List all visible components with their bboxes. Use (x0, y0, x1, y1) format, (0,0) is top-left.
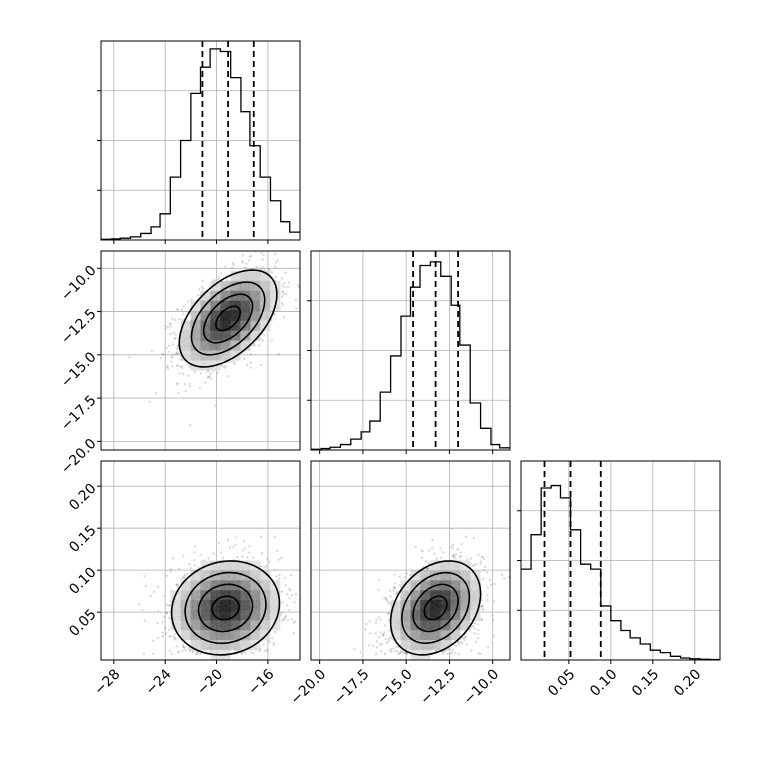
xtick-label-1-2: −15.0 (374, 666, 416, 708)
scatter-panel-0-1 (100, 250, 301, 451)
ytick-label-1-1: −17.5 (58, 392, 100, 434)
ytick-label-1-4: −10.0 (58, 263, 100, 305)
xtick-label-0-2: −20 (194, 666, 226, 698)
contour-0-1-1 (202, 293, 254, 344)
contour-0-2-2 (184, 571, 267, 645)
hist-step-2 (521, 484, 720, 661)
pair-1-2-frame (310, 460, 511, 661)
ytick-label-2-1: 0.10 (66, 564, 99, 597)
contour-1-2-3 (389, 560, 482, 656)
contour-0-1-0 (215, 305, 242, 332)
contour-0-1-3 (178, 269, 278, 368)
pair-0-2-frame (100, 460, 301, 661)
xtick-label-0-1: −24 (143, 666, 175, 698)
hist-step-0 (101, 48, 300, 240)
ytick-label-1-0: −20.0 (58, 436, 100, 478)
xtick-label-1-0: −20.0 (288, 666, 330, 708)
xtick-label-2-3: 0.20 (671, 666, 704, 699)
ytick-label-1-2: −15.0 (58, 349, 100, 391)
contour-0-2-3 (170, 560, 281, 656)
xtick-label-2-2: 0.15 (629, 666, 662, 699)
hist-panel-0 (97, 40, 301, 241)
scatter-panel-0-2 (100, 460, 301, 661)
ytick-label-2-3: 0.20 (66, 481, 99, 514)
xtick-label-1-4: −10.0 (461, 666, 503, 708)
hist-2-frame (520, 460, 721, 661)
xtick-label-0-3: −16 (245, 666, 277, 698)
contour-1-2-2 (401, 571, 471, 645)
scatter-panel-1-2 (310, 460, 511, 661)
contour-1-2-0 (423, 595, 448, 621)
contour-0-2-0 (211, 595, 240, 621)
xtick-label-1-1: −17.5 (331, 666, 373, 708)
xtick-label-1-3: −12.5 (417, 666, 459, 708)
xtick-label-2-1: 0.10 (587, 666, 620, 699)
hist-1-frame (310, 250, 511, 451)
ytick-label-2-0: 0.05 (66, 606, 99, 639)
contour-1-2-1 (412, 583, 459, 633)
xtick-label-0-0: −28 (91, 666, 123, 698)
ytick-label-1-3: −12.5 (58, 306, 100, 348)
hist-step-1 (311, 261, 510, 450)
xtick-label-2-0: 0.05 (545, 666, 578, 699)
pair-0-1-frame (100, 250, 301, 451)
contour-0-2-1 (197, 583, 254, 633)
ytick-label-2-2: 0.15 (66, 523, 99, 556)
hist-0-frame (100, 40, 301, 241)
hist-panel-2 (517, 460, 721, 661)
hist-panel-1 (307, 250, 511, 451)
contour-0-1-2 (190, 281, 266, 356)
